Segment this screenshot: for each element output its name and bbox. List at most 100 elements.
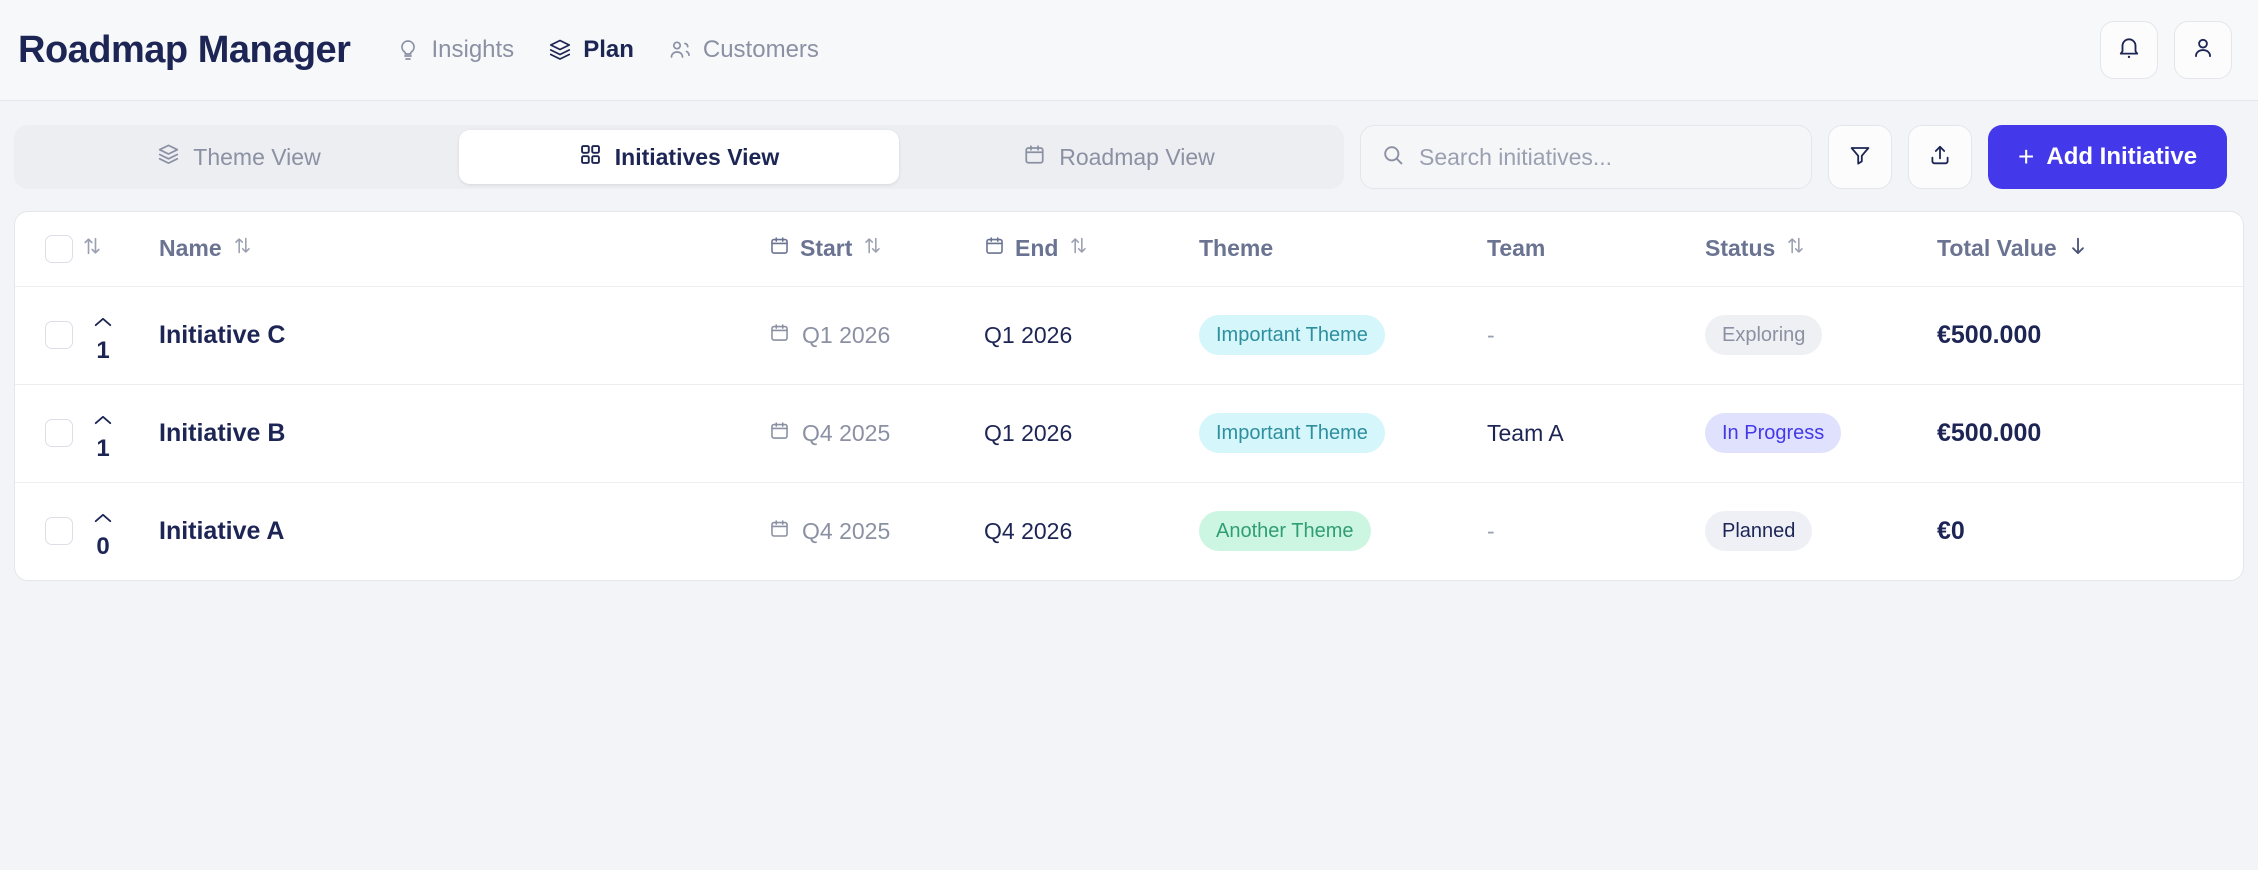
theme-badge: Another Theme (1199, 511, 1371, 552)
row-start-cell: Q4 2025 (769, 482, 984, 580)
export-button[interactable] (1908, 125, 1972, 189)
filter-icon (1848, 143, 1872, 172)
row-value-cell: €500.000 (1937, 384, 2243, 483)
initiatives-table-card: Name (14, 211, 2244, 581)
theme-badge: Important Theme (1199, 413, 1385, 453)
nav-item-label: Customers (702, 36, 819, 63)
column-select-all (15, 212, 81, 287)
add-initiative-button[interactable]: + Add Initiative (1988, 125, 2228, 189)
column-rank[interactable] (81, 212, 159, 287)
nav-item-label: Plan (583, 36, 634, 63)
theme-badge: Important Theme (1199, 315, 1385, 355)
table-body: 1 Initiative C Q1 2026 (15, 286, 2243, 580)
grid-icon (579, 143, 602, 172)
search-input[interactable] (1419, 143, 1791, 171)
row-checkbox[interactable] (45, 321, 73, 349)
total-value: €0 (1937, 516, 1965, 545)
column-total-value[interactable]: Total Value (1937, 212, 2243, 287)
table-header-row: Name (15, 212, 2243, 287)
row-status-cell: Exploring (1705, 286, 1937, 385)
column-team: Team (1487, 212, 1705, 287)
search-box[interactable] (1360, 125, 1812, 189)
column-team-label: Team (1487, 235, 1546, 262)
column-start-label: Start (800, 235, 853, 262)
initiative-name[interactable]: Initiative A (159, 516, 285, 545)
team-value: - (1487, 321, 1495, 348)
row-start-cell: Q4 2025 (769, 384, 984, 483)
search-icon (1381, 143, 1405, 172)
tab-theme-view[interactable]: Theme View (19, 130, 459, 184)
calendar-icon (1023, 143, 1046, 172)
column-name[interactable]: Name (159, 212, 769, 287)
upload-icon (1928, 143, 1952, 172)
row-value-cell: €0 (1937, 482, 2243, 580)
column-name-label: Name (159, 235, 222, 262)
calendar-icon (769, 518, 790, 545)
row-value-cell: €500.000 (1937, 286, 2243, 385)
row-select-cell (15, 482, 81, 580)
start-date: Q1 2026 (802, 321, 891, 348)
total-value: €500.000 (1937, 320, 2042, 349)
row-checkbox[interactable] (45, 517, 73, 546)
row-theme-cell: Important Theme (1199, 286, 1487, 385)
rank-value: 1 (96, 434, 110, 462)
sort-icon (232, 235, 253, 262)
profile-button[interactable] (2174, 21, 2232, 79)
chevron-up-icon[interactable] (92, 406, 114, 433)
row-theme-cell: Another Theme (1199, 482, 1487, 580)
row-status-cell: In Progress (1705, 384, 1937, 483)
row-select-cell (15, 384, 81, 483)
layers-icon (548, 38, 572, 62)
row-name-cell: Initiative B (159, 384, 769, 483)
sort-icon (81, 235, 103, 263)
initiatives-table: Name (15, 212, 2243, 580)
table-row[interactable]: 1 Initiative C Q1 2026 (15, 286, 2243, 385)
chevron-up-icon[interactable] (92, 308, 114, 335)
row-status-cell: Planned (1705, 482, 1937, 580)
start-date: Q4 2025 (802, 517, 891, 544)
view-switcher: Theme View Initiatives View Roadmap (14, 125, 1344, 189)
main-nav: Insights Plan Customers (396, 36, 819, 64)
nav-item-customers[interactable]: Customers (668, 36, 819, 64)
layers-icon (157, 143, 180, 172)
page-title: Roadmap Manager (18, 28, 351, 71)
calendar-icon (984, 235, 1005, 262)
row-rank-cell: 1 (81, 384, 159, 483)
lightbulb-icon (396, 38, 420, 62)
status-badge: Planned (1705, 511, 1813, 552)
row-name-cell: Initiative C (159, 286, 769, 385)
table-row[interactable]: 0 Initiative A Q4 2025 (15, 482, 2243, 580)
notifications-button[interactable] (2100, 21, 2158, 79)
vote-control[interactable]: 0 (81, 504, 125, 559)
select-all-checkbox[interactable] (45, 234, 73, 263)
end-date: Q1 2026 (984, 419, 1073, 446)
column-start[interactable]: Start (769, 212, 984, 287)
row-end-cell: Q1 2026 (984, 286, 1199, 385)
table-row[interactable]: 1 Initiative B Q4 2025 (15, 384, 2243, 483)
user-icon (2190, 35, 2216, 66)
row-checkbox[interactable] (45, 419, 73, 447)
row-end-cell: Q1 2026 (984, 384, 1199, 483)
tab-label: Theme View (193, 143, 321, 170)
row-name-cell: Initiative A (159, 482, 769, 580)
rank-value: 1 (96, 336, 110, 364)
column-status[interactable]: Status (1705, 212, 1937, 287)
initiative-name[interactable]: Initiative B (159, 418, 286, 447)
sort-desc-icon (2067, 235, 2089, 263)
tab-roadmap-view[interactable]: Roadmap View (899, 130, 1339, 184)
column-end[interactable]: End (984, 212, 1199, 287)
tab-initiatives-view[interactable]: Initiatives View (459, 130, 899, 184)
vote-control[interactable]: 1 (81, 308, 125, 363)
row-select-cell (15, 286, 81, 385)
nav-item-insights[interactable]: Insights (396, 36, 514, 64)
filter-button[interactable] (1828, 125, 1892, 189)
start-date: Q4 2025 (802, 419, 891, 446)
chevron-up-icon[interactable] (92, 504, 114, 531)
nav-item-plan[interactable]: Plan (548, 36, 634, 64)
sort-icon (1068, 235, 1089, 262)
row-team-cell: Team A (1487, 384, 1705, 483)
vote-control[interactable]: 1 (81, 406, 125, 461)
team-value: Team A (1487, 419, 1564, 446)
initiative-name[interactable]: Initiative C (159, 320, 286, 349)
calendar-icon (769, 235, 790, 262)
